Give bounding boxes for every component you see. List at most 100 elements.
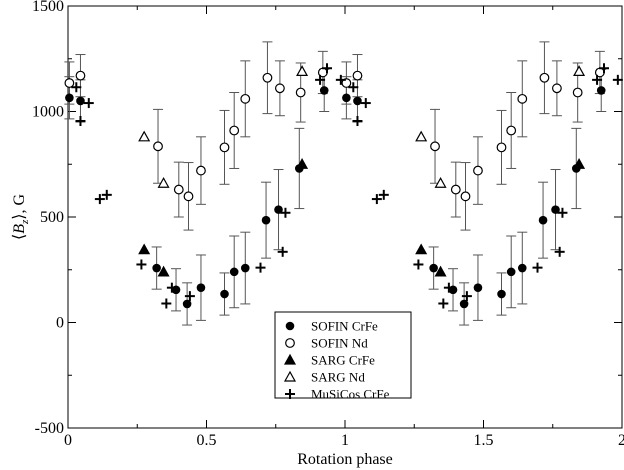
legend-label-sofin-crfe: SOFIN CrFe bbox=[311, 319, 378, 334]
point-musicos-crfe bbox=[352, 115, 363, 126]
point-musicos-crfe bbox=[101, 189, 112, 200]
point-sarg-crfe bbox=[415, 243, 428, 255]
point-sofin-nd bbox=[183, 191, 194, 202]
point-musicos-crfe bbox=[592, 74, 603, 85]
point-sofin-nd bbox=[506, 125, 517, 136]
point-musicos-crfe bbox=[75, 115, 86, 126]
point-sofin-nd bbox=[153, 141, 163, 152]
legend-label-sofin-nd: SOFIN Nd bbox=[311, 336, 368, 351]
point-sofin-crfe bbox=[353, 96, 362, 106]
legend: SOFIN CrFe SOFIN Nd SARG CrFe SARG Nd MuSiCo… bbox=[274, 311, 412, 402]
point-musicos-crfe bbox=[378, 189, 389, 200]
point-musicos-crfe bbox=[255, 262, 266, 273]
point-sarg-crfe bbox=[573, 158, 586, 169]
point-musicos-crfe bbox=[335, 74, 346, 85]
point-sofin-nd bbox=[539, 72, 550, 83]
point-sofin-crfe bbox=[229, 267, 239, 277]
y-tick-label: -500 bbox=[35, 420, 64, 437]
point-musicos-crfe bbox=[321, 63, 332, 74]
point-sofin-crfe bbox=[196, 283, 206, 292]
error-bars bbox=[64, 41, 607, 326]
point-sofin-crfe bbox=[76, 96, 85, 106]
point-sarg-crfe bbox=[296, 158, 309, 169]
point-musicos-crfe bbox=[280, 207, 291, 218]
point-sofin-crfe bbox=[240, 263, 250, 273]
point-sofin-nd bbox=[275, 83, 285, 94]
point-sarg-nd bbox=[415, 130, 428, 142]
svg-text:⟨Bz⟩, G: ⟨Bz⟩, G bbox=[11, 194, 31, 241]
x-tick-label: 0 bbox=[64, 432, 72, 449]
point-musicos-crfe bbox=[438, 298, 449, 309]
point-sarg-nd bbox=[138, 130, 151, 142]
point-musicos-crfe bbox=[184, 291, 195, 302]
point-sarg-crfe bbox=[138, 243, 151, 255]
point-sofin-nd bbox=[352, 70, 363, 81]
point-musicos-crfe bbox=[360, 98, 371, 109]
x-tick-label: 1 bbox=[341, 432, 349, 449]
point-sarg-nd bbox=[434, 177, 447, 188]
point-sofin-crfe bbox=[429, 263, 438, 273]
legend-marker-sofin-crfe bbox=[285, 321, 295, 331]
point-sofin-crfe bbox=[220, 289, 229, 299]
point-musicos-crfe bbox=[371, 194, 382, 205]
point-sofin-crfe bbox=[459, 299, 469, 309]
point-sofin-crfe bbox=[551, 205, 560, 214]
point-sofin-crfe bbox=[182, 299, 192, 309]
point-musicos-crfe bbox=[443, 282, 454, 293]
point-sofin-crfe bbox=[506, 267, 516, 277]
point-sofin-crfe bbox=[274, 205, 283, 214]
point-musicos-crfe bbox=[532, 262, 543, 273]
x-tick-label: 1.5 bbox=[474, 432, 494, 449]
point-sofin-crfe bbox=[473, 283, 483, 292]
point-musicos-crfe bbox=[461, 291, 472, 302]
point-musicos-crfe bbox=[166, 282, 177, 293]
point-sofin-nd bbox=[64, 78, 75, 88]
point-sofin-nd bbox=[430, 141, 440, 152]
point-musicos-crfe bbox=[315, 74, 326, 85]
y-tick-label: 500 bbox=[40, 209, 64, 226]
point-sofin-crfe bbox=[65, 93, 74, 103]
point-sofin-crfe bbox=[319, 86, 329, 95]
y-tick-label: 0 bbox=[56, 315, 64, 332]
y-tick-label: 1000 bbox=[32, 104, 64, 121]
point-sofin-nd bbox=[219, 142, 230, 153]
x-tick-label: 0.5 bbox=[197, 432, 217, 449]
point-sofin-crfe bbox=[517, 263, 527, 273]
point-sofin-crfe bbox=[596, 86, 606, 95]
point-sofin-nd bbox=[552, 83, 562, 94]
legend-box bbox=[274, 311, 412, 399]
point-sofin-crfe bbox=[538, 215, 548, 225]
legend-marker-sofin-nd bbox=[285, 338, 295, 348]
point-musicos-crfe bbox=[94, 194, 105, 205]
point-sofin-nd bbox=[473, 165, 483, 176]
point-sarg-nd bbox=[157, 177, 170, 188]
point-musicos-crfe bbox=[136, 259, 147, 270]
legend-marker-musicos-crfe bbox=[285, 389, 295, 399]
point-sarg-nd bbox=[296, 65, 309, 77]
legend-marker-sarg-nd bbox=[283, 370, 297, 382]
point-sofin-nd bbox=[460, 191, 471, 202]
point-musicos-crfe bbox=[277, 246, 288, 257]
point-sofin-nd bbox=[75, 70, 86, 81]
point-musicos-crfe bbox=[161, 298, 172, 309]
point-musicos-crfe bbox=[557, 207, 568, 218]
point-sofin-nd bbox=[496, 142, 507, 153]
point-sofin-nd bbox=[517, 93, 528, 104]
point-musicos-crfe bbox=[83, 98, 94, 109]
point-sofin-crfe bbox=[497, 289, 506, 299]
point-sarg-nd bbox=[573, 65, 586, 77]
point-sofin-nd bbox=[262, 72, 273, 83]
point-sofin-nd bbox=[240, 93, 251, 104]
point-sofin-nd bbox=[173, 184, 184, 195]
x-tick-label: 2 bbox=[618, 432, 624, 449]
point-musicos-crfe bbox=[612, 74, 623, 85]
point-musicos-crfe bbox=[348, 82, 359, 93]
legend-label-musicos-crfe: MuSiCos CrFe bbox=[311, 387, 390, 402]
point-sofin-crfe bbox=[152, 263, 161, 273]
legend-label-sarg-crfe: SARG CrFe bbox=[311, 353, 375, 368]
point-musicos-crfe bbox=[71, 82, 82, 93]
point-musicos-crfe bbox=[598, 63, 609, 74]
point-sofin-crfe bbox=[342, 93, 351, 103]
